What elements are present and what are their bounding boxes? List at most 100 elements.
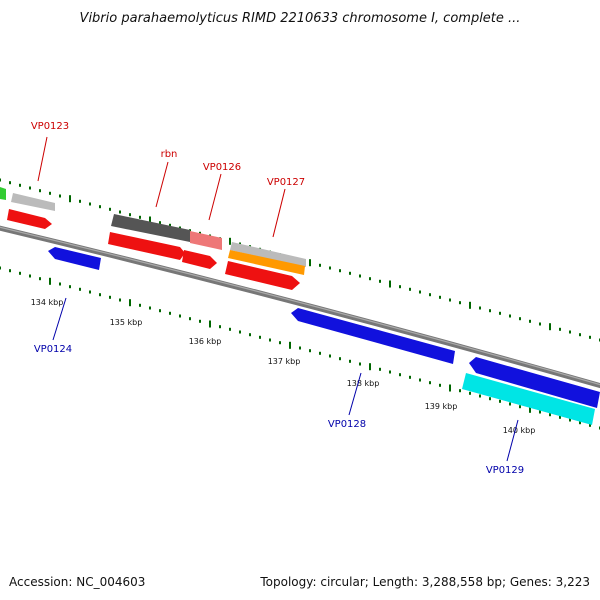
minor-tick [499, 399, 501, 403]
minor-tick [409, 287, 411, 291]
minor-tick [249, 333, 251, 337]
minor-tick [0, 178, 1, 182]
label-leader [272, 188, 286, 238]
minor-tick [199, 319, 201, 323]
minor-tick [389, 370, 391, 374]
minor-tick [119, 210, 121, 214]
minor-tick [519, 405, 521, 409]
minor-tick [299, 346, 301, 350]
minor-tick [0, 266, 1, 270]
minor-tick [29, 274, 31, 278]
tick-label: 135 kbp [110, 318, 143, 327]
tick-label: 137 kbp [268, 357, 301, 366]
minor-tick [169, 311, 171, 315]
major-tick [229, 237, 231, 245]
minor-tick [319, 351, 321, 355]
map-title: Vibrio parahaemolyticus RIMD 2210633 chr… [80, 11, 521, 26]
major-tick [49, 277, 51, 285]
accession-text: Accession: NC_004603 [9, 575, 145, 589]
cds-vp0127[interactable] [225, 261, 300, 290]
gene-label-vp0129[interactable]: VP0129 [486, 465, 524, 476]
minor-tick [479, 394, 481, 398]
minor-tick [439, 295, 441, 299]
gene-grey-feature[interactable] [11, 193, 55, 211]
minor-tick [469, 391, 471, 395]
minor-tick [79, 287, 81, 291]
minor-tick [239, 330, 241, 334]
gene-vp0126[interactable] [190, 231, 222, 250]
minor-tick [309, 349, 311, 353]
gene-vp0127-orange[interactable] [228, 250, 305, 275]
minor-tick [229, 327, 231, 331]
minor-tick [19, 183, 21, 187]
minor-tick [429, 381, 431, 385]
gene-label-rbn[interactable]: rbn [161, 149, 178, 160]
gene-vp0127-grey[interactable] [230, 242, 306, 267]
minor-tick [119, 298, 121, 302]
major-tick [549, 323, 551, 331]
minor-tick [509, 402, 511, 406]
minor-tick [129, 213, 131, 217]
cds-rbn[interactable] [108, 232, 185, 260]
minor-tick [509, 314, 511, 318]
major-tick [469, 301, 471, 309]
minor-tick [499, 311, 501, 315]
summary-text: Topology: circular; Length: 3,288,558 bp… [259, 575, 590, 589]
tick-label: 138 kbp [347, 379, 380, 388]
minor-tick [109, 295, 111, 299]
minor-tick [89, 290, 91, 294]
minor-tick [99, 205, 101, 209]
minor-tick [369, 277, 371, 281]
minor-tick [59, 282, 61, 286]
major-tick [289, 341, 291, 349]
cds-vp0123[interactable] [7, 209, 52, 229]
major-tick [529, 405, 531, 413]
minor-tick [69, 285, 71, 289]
minor-tick [329, 354, 331, 358]
major-tick [69, 195, 71, 203]
minor-tick [399, 285, 401, 289]
backbone-highlight [0, 226, 600, 386]
label-leader [52, 297, 67, 341]
minor-tick [489, 309, 491, 313]
minor-tick [49, 191, 51, 195]
backbone [0, 225, 600, 389]
minor-tick [489, 397, 491, 401]
gene-green-feature[interactable] [0, 187, 6, 200]
minor-tick [569, 330, 571, 334]
cds-vp0128[interactable] [291, 308, 455, 364]
inner-tick-track [0, 266, 600, 430]
minor-tick [19, 271, 21, 275]
minor-tick [409, 375, 411, 379]
cds-vp0129[interactable] [469, 357, 600, 408]
major-tick [389, 280, 391, 288]
cds-vp0124[interactable] [48, 247, 101, 270]
tick-label: 136 kbp [189, 337, 222, 346]
minor-tick [589, 335, 591, 339]
minor-tick [579, 333, 581, 337]
gene-label-vp0123[interactable]: VP0123 [31, 121, 69, 132]
minor-tick [59, 194, 61, 198]
minor-tick [379, 279, 381, 283]
gene-label-vp0124[interactable]: VP0124 [34, 344, 72, 355]
cds-vp0126[interactable] [182, 250, 217, 269]
gene-label-vp0127[interactable]: VP0127 [267, 177, 305, 188]
minor-tick [139, 215, 141, 219]
gene-label-vp0126[interactable]: VP0126 [203, 162, 241, 173]
gene-vp0129-cyan[interactable] [462, 373, 595, 425]
major-tick [209, 320, 211, 328]
major-tick [309, 259, 311, 267]
minor-tick [9, 181, 11, 185]
minor-tick [349, 359, 351, 363]
minor-tick [169, 223, 171, 227]
gene-label-vp0128[interactable]: VP0128 [328, 419, 366, 430]
minor-tick [39, 277, 41, 281]
tick-label: 140 kbp [503, 426, 536, 435]
minor-tick [29, 186, 31, 190]
minor-tick [329, 266, 331, 270]
minor-tick [549, 413, 551, 417]
gene-rbn[interactable] [111, 214, 190, 242]
minor-tick [9, 269, 11, 273]
label-leader [506, 419, 519, 462]
